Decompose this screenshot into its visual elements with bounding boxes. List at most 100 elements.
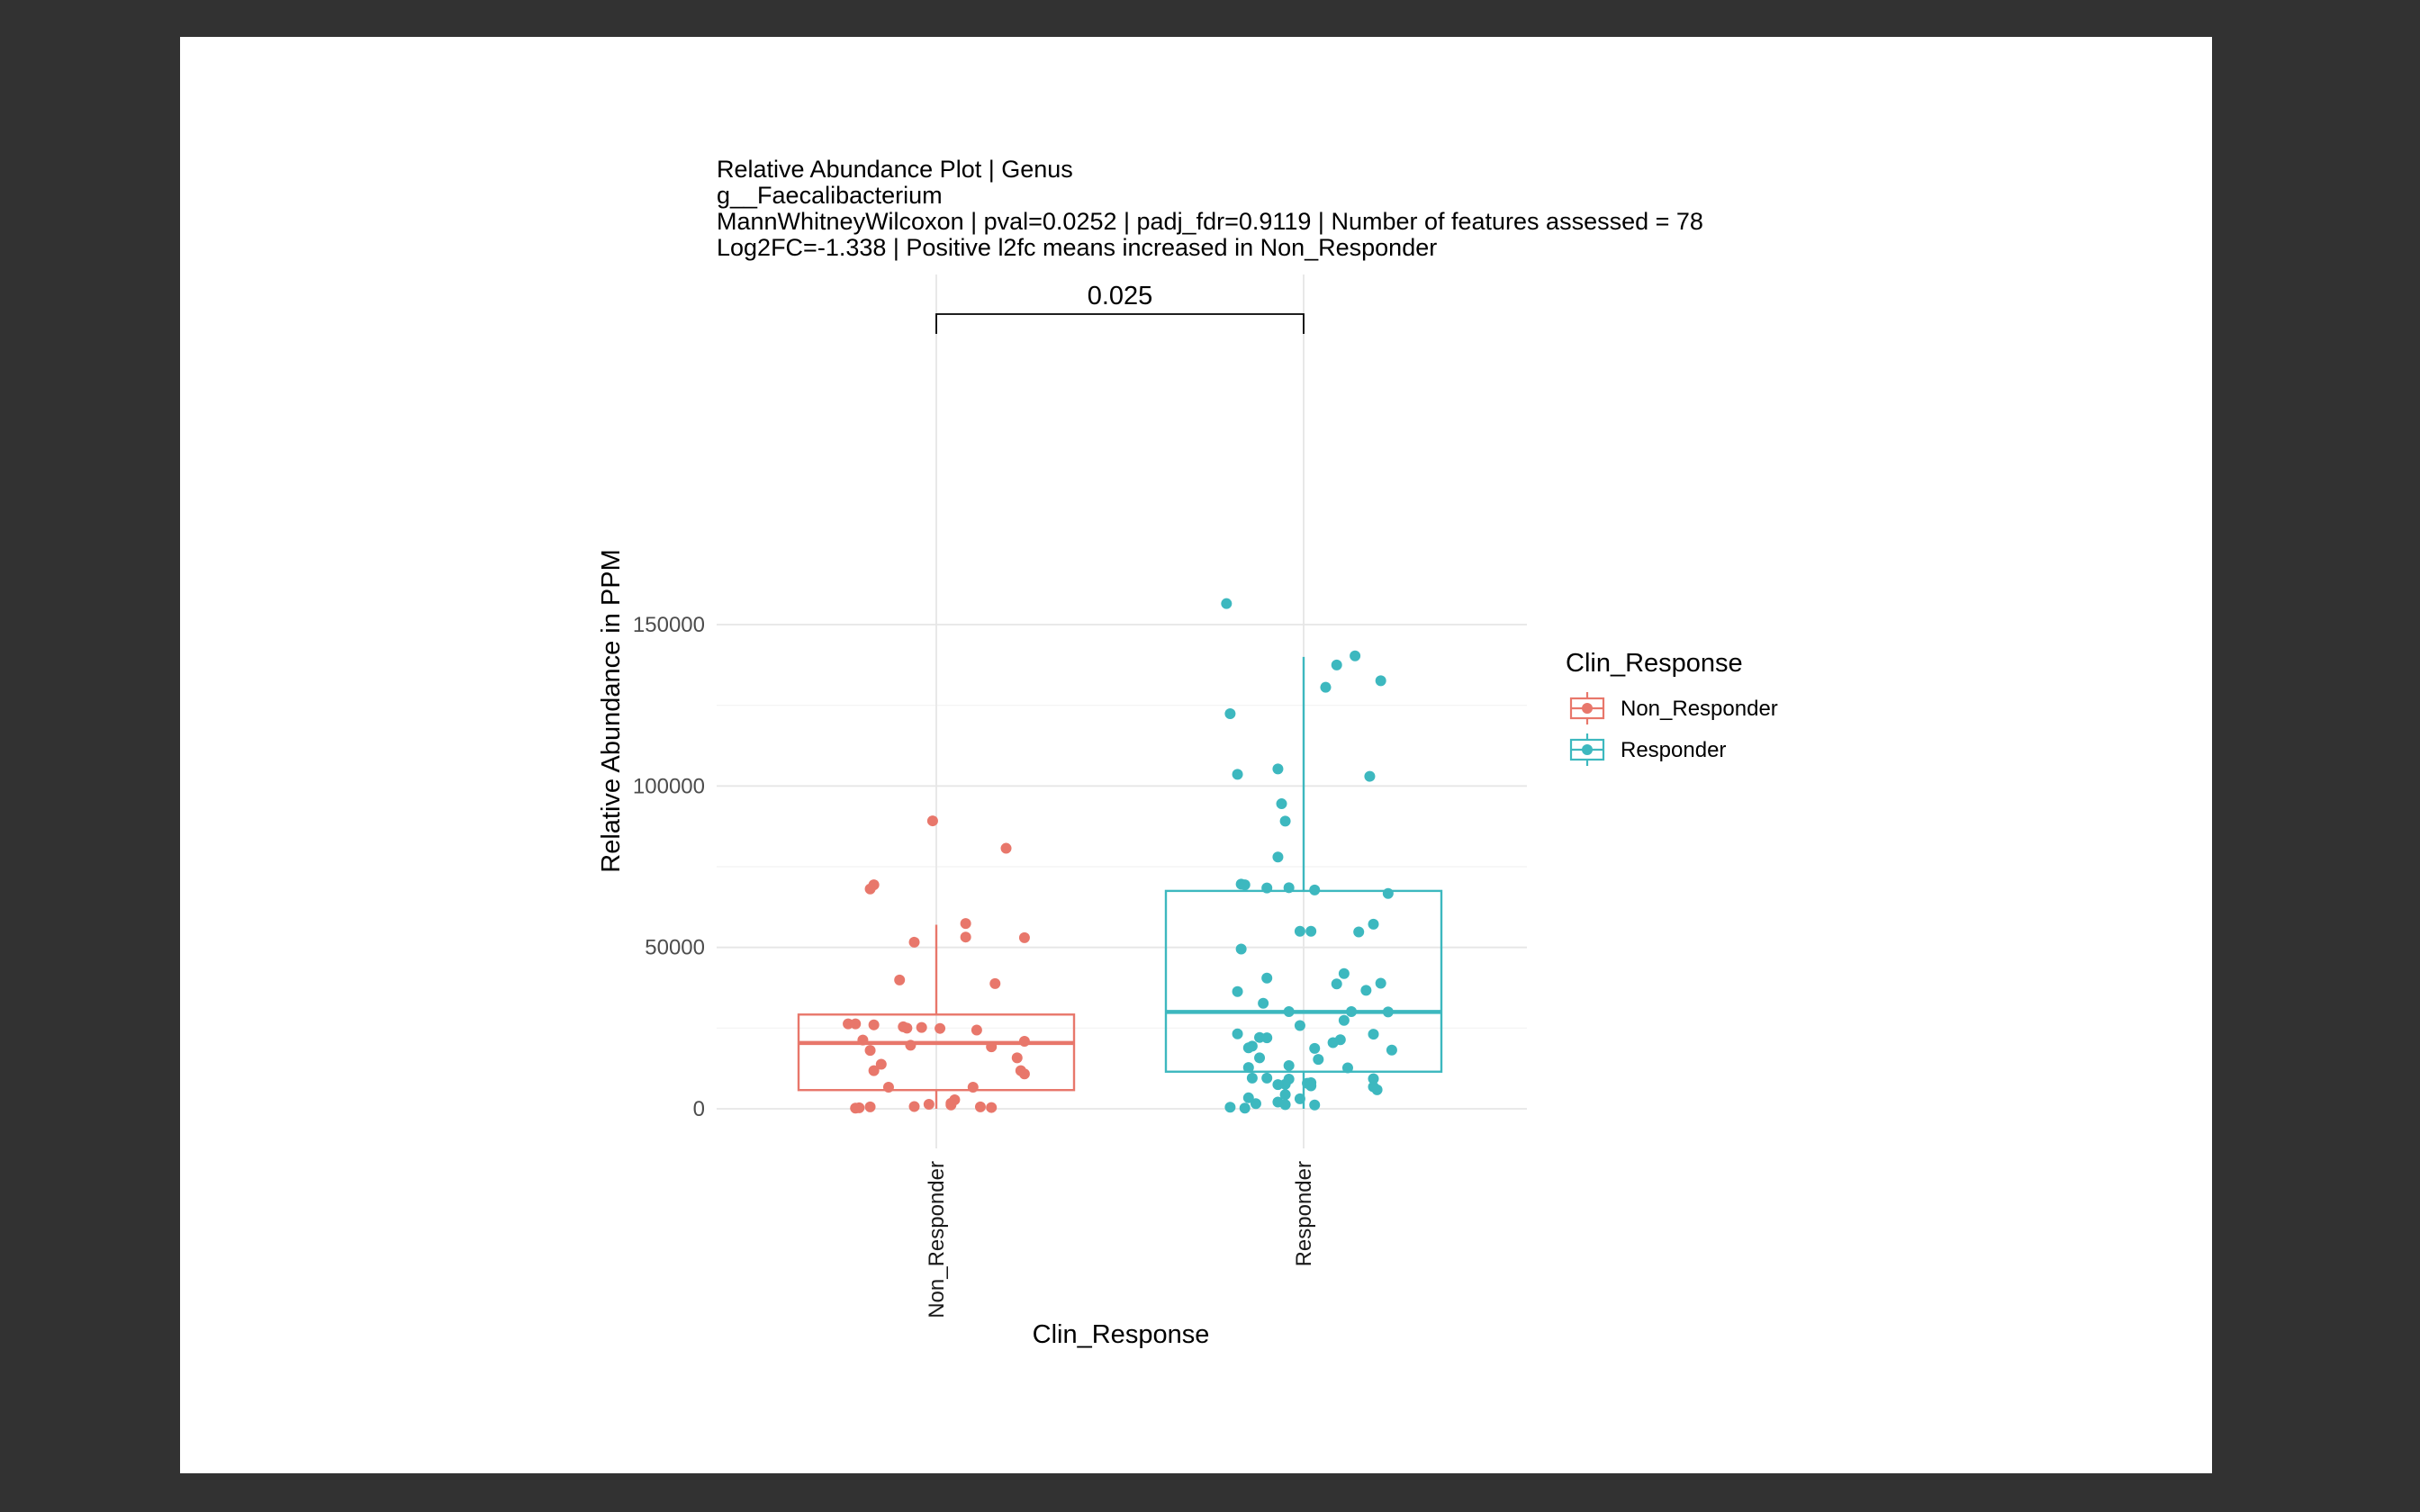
data-point [1011,1052,1023,1064]
title-line-4: Log2FC=-1.338 | Positive l2fc means incr… [717,234,1437,261]
data-point [1224,707,1236,719]
data-point [1272,763,1284,775]
y-tick-label: 0 [693,1097,705,1121]
data-point [986,1041,998,1053]
data-point [1338,968,1350,979]
grid [717,274,1527,1148]
points [843,598,1397,1114]
x-tick-label: Non_Responder [925,1161,949,1318]
data-point [935,1022,946,1034]
data-point [1224,1102,1236,1113]
data-point [1242,1042,1254,1054]
data-point [1353,926,1365,938]
title-line-3: MannWhitneyWilcoxon | pval=0.0252 | padj… [717,208,1703,235]
box-iqr [797,1013,1076,1092]
data-point [986,1102,998,1113]
legend: Clin_Response Non_Responder Responder [1566,649,1778,766]
data-point [850,1018,862,1030]
data-point [960,918,971,930]
data-point [926,815,938,827]
data-point [1386,1044,1397,1056]
data-point [923,1098,935,1110]
data-point [1258,997,1269,1009]
x-axis-title: Clin_Response [1033,1320,1210,1349]
data-point [1320,681,1332,693]
data-point [1294,925,1305,937]
title-line-2: g__Faecalibacterium [717,182,943,209]
data-point [1279,815,1291,827]
data-point [1254,1052,1266,1064]
data-point [1338,1014,1350,1026]
data-point [857,1034,869,1046]
data-point [1276,798,1287,810]
data-point [1309,884,1321,896]
data-point [1313,1054,1324,1066]
legend-key-non-responder [1569,692,1605,724]
data-point [1018,1068,1030,1080]
data-point [864,1045,876,1057]
legend-label: Responder [1621,738,1726,762]
comparison-bracket: 0.025 [935,282,1305,334]
data-point [960,932,971,943]
data-point [989,977,1001,989]
data-point [864,883,876,895]
data-point [1018,1036,1030,1048]
data-point [1294,1020,1305,1031]
data-point [908,1101,920,1112]
title-line-1: Relative Abundance Plot | Genus [717,156,1073,183]
data-point [875,1058,887,1070]
data-point [1309,1099,1321,1111]
data-point [1327,1037,1339,1048]
data-point [1283,882,1295,894]
data-point [1309,1042,1321,1054]
data-point [1283,1059,1295,1071]
data-point [1368,1073,1379,1084]
x-axis-ticks: Non_Responder Responder [925,1161,1316,1318]
data-point [1341,1062,1353,1074]
data-point [1242,1062,1254,1074]
data-point [1371,1084,1383,1095]
legend-label: Non_Responder [1621,697,1778,721]
legend-key-point [1582,744,1593,755]
figure-page: Relative Abundance Plot | Genus g__Faeca… [180,37,2212,1473]
data-point [864,1101,876,1112]
y-axis-ticks: 0 50000 100000 150000 [633,613,705,1121]
data-point [850,1102,862,1114]
data-point [945,1099,957,1111]
y-tick-label: 100000 [633,774,705,798]
data-point [1346,1006,1358,1018]
data-point [1331,978,1342,990]
significance-bracket [935,313,1305,334]
data-point [868,1065,880,1076]
data-point [1382,887,1394,899]
data-point [1375,675,1386,687]
data-point [1283,1006,1295,1018]
x-tick-label: Responder [1292,1161,1316,1266]
data-point [1242,1092,1254,1103]
data-point [1000,842,1012,854]
data-point [1364,770,1376,782]
data-point [1368,1029,1379,1040]
data-point [1331,659,1342,670]
data-point [1261,1072,1273,1084]
y-axis-title: Relative Abundance in PPM [597,549,626,873]
data-point [882,1081,894,1093]
data-point [1272,1079,1284,1091]
data-point [1261,972,1273,984]
data-point [1232,986,1243,997]
data-point [1235,943,1247,955]
data-point [967,1081,979,1093]
data-point [1294,1093,1305,1104]
data-point [1221,598,1233,609]
data-point [1360,985,1372,996]
data-point [971,1024,982,1036]
legend-title: Clin_Response [1566,649,1743,678]
data-point [868,1019,880,1030]
data-point [1261,882,1273,894]
y-tick-label: 50000 [645,936,705,960]
legend-key-responder [1569,734,1605,766]
data-point [1239,1102,1251,1114]
data-point [1368,918,1379,930]
data-point [1018,932,1030,943]
data-point [908,936,920,948]
